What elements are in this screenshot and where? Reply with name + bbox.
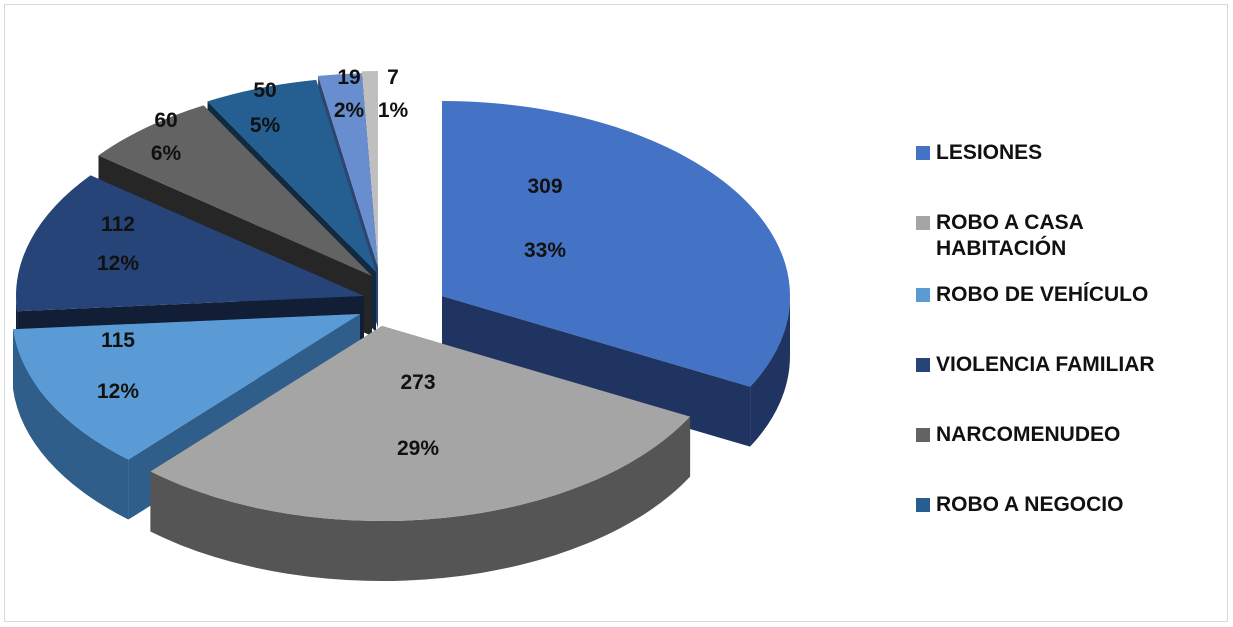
pie-slice-3 [13,314,360,460]
pie-slice-8 [361,71,378,266]
legend-label: LESIONES [936,141,1043,164]
legend-swatch [916,428,930,442]
data-label-value-5: 60 [154,109,177,132]
legend-swatch [916,358,930,372]
legend-swatch [916,216,930,230]
legend-label: ROBO DE VEHÍCULO [936,283,1149,306]
legend-item: VIOLENCIA FAMILIAR [916,352,1216,378]
data-label-percent-3: 12% [97,380,139,403]
slice-2-side [150,416,691,581]
data-label-value-2: 273 [400,371,435,394]
legend-label: ROBO A NEGOCIO [936,493,1124,516]
pie-top-layer [13,71,790,521]
data-label-value-1: 309 [527,175,562,198]
pie-slice-6 [207,79,376,273]
data-label-percent-6: 5% [250,114,281,137]
legend-item: ROBO DE VEHÍCULO [916,282,1216,308]
data-label-percent-7: 2% [334,99,365,122]
legend-item: NARCOMENUDEO [916,422,1216,448]
data-label-value-8: 7 [387,66,399,89]
data-label-value-6: 50 [253,79,276,102]
data-label-percent-5: 6% [151,142,182,165]
data-label-value-3: 115 [101,329,135,352]
legend-swatch [916,498,930,512]
data-label-percent-1: 33% [524,239,566,262]
legend-item: ROBO A NEGOCIO [916,492,1216,518]
data-label-percent-2: 29% [397,437,439,460]
slice-1-wall-2 [442,296,751,447]
data-label-value-4: 112 [101,213,135,236]
pie-slice-7 [318,73,378,268]
legend-label: NARCOMENUDEO [936,423,1121,446]
legend-item: LESIONES [916,140,1216,166]
data-label-percent-4: 12% [97,252,139,275]
pie-slice-2 [150,326,691,521]
slice-3-side [13,329,129,520]
legend-label: VIOLENCIA FAMILIAR [936,353,1155,376]
data-label-percent-8: 1% [378,99,409,122]
data-labels: 309 33% 273 29% 115 12% 112 12% 60 6% 50 5% 19 2% 7 1% [97,66,566,460]
legend-swatch [916,288,930,302]
pie-slice-4 [16,175,365,312]
pie-slice-5 [98,105,373,277]
legend-label: ROBO A CASA HABITACIÓN [936,211,1083,260]
legend-item: ROBO A CASA HABITACIÓN [916,210,1096,262]
legend-swatch [916,146,930,160]
data-label-value-7: 19 [337,66,360,89]
pie-slice-1 [442,101,790,387]
slice-1-side [750,296,790,447]
